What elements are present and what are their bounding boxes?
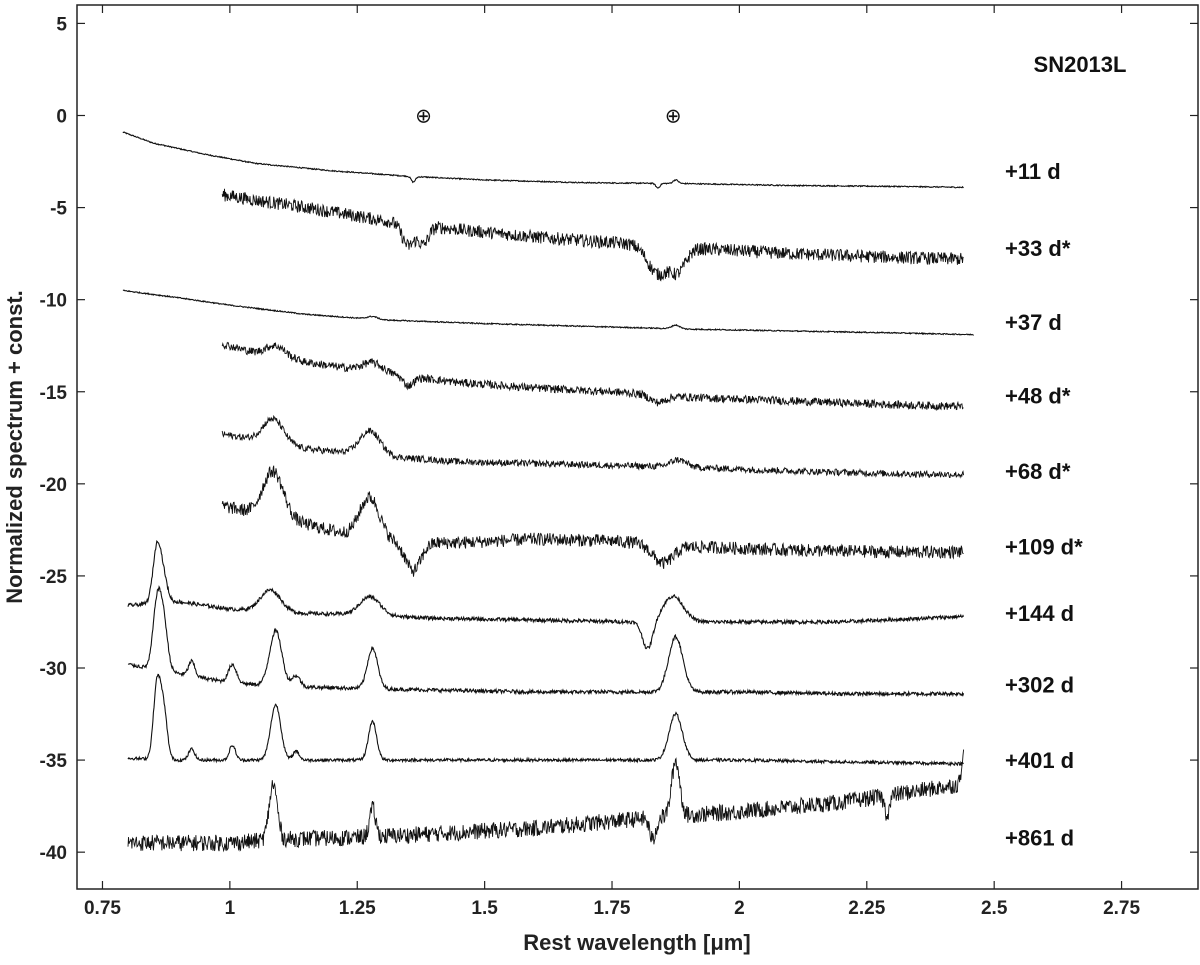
epoch-label: +33 d* bbox=[1005, 236, 1071, 261]
y-tick-label: -25 bbox=[40, 567, 68, 588]
y-tick-label: -5 bbox=[50, 199, 67, 220]
epoch-label: +68 d* bbox=[1005, 459, 1071, 484]
y-tick-label: -10 bbox=[40, 291, 67, 312]
spectrum-series-line bbox=[127, 673, 964, 767]
y-tick-label: -20 bbox=[40, 475, 67, 496]
spectrum-series-line bbox=[127, 539, 965, 650]
x-tick-label: 2.25 bbox=[848, 898, 885, 919]
spectrum-series-line bbox=[122, 289, 974, 336]
epoch-labels: +11 d +33 d* +37 d +48 d* +68 d* +109 d* +144 … bbox=[1005, 159, 1083, 851]
spectrum-series-line bbox=[127, 749, 965, 853]
telluric-marker: ⊕ bbox=[665, 104, 682, 128]
y-tick-label: -15 bbox=[40, 383, 68, 404]
spectrum-series-line bbox=[221, 465, 964, 577]
epoch-label: +109 d* bbox=[1005, 534, 1083, 559]
x-tick-label: 2.75 bbox=[1103, 898, 1140, 919]
telluric-marker: ⊕ bbox=[415, 104, 432, 128]
x-tick-label: 1.5 bbox=[471, 898, 498, 919]
x-tick-label: 1.25 bbox=[339, 898, 376, 919]
spectrum-series-line bbox=[122, 131, 964, 189]
telluric-markers: ⊕ ⊕ bbox=[415, 104, 681, 128]
epoch-label: +48 d* bbox=[1005, 383, 1071, 408]
y-axis: 5 0 -5 -10 -15 -20 -25 -30 -35 -40 bbox=[40, 14, 1198, 864]
x-tick-label: 2 bbox=[734, 898, 745, 919]
y-axis-title: Normalized spectrum + const. bbox=[2, 290, 27, 604]
epoch-label: +302 d bbox=[1005, 673, 1074, 698]
x-tick-label: 1 bbox=[225, 898, 236, 919]
plot-frame bbox=[76, 4, 1199, 890]
chart-title: SN2013L bbox=[1034, 52, 1127, 77]
spectrum-series-line bbox=[221, 341, 964, 411]
y-tick-label: -35 bbox=[40, 751, 68, 772]
x-tick-label: 2.5 bbox=[981, 898, 1008, 919]
spectra-series bbox=[122, 131, 974, 853]
x-axis-title: Rest wavelength [μm] bbox=[523, 930, 750, 955]
y-tick-label: 0 bbox=[56, 107, 67, 128]
epoch-label: +11 d bbox=[1005, 159, 1061, 184]
spectrum-series-line bbox=[127, 585, 965, 698]
spectrum-series-line bbox=[221, 414, 965, 479]
y-tick-label: 5 bbox=[56, 14, 67, 35]
y-tick-label: -40 bbox=[40, 843, 67, 864]
y-tick-label: -30 bbox=[40, 659, 67, 680]
epoch-label: +37 d bbox=[1005, 310, 1062, 335]
x-axis: 0.75 1 1.25 1.5 1.75 2 2.25 2.5 2.75 bbox=[84, 5, 1140, 919]
spectrum-series-line bbox=[221, 188, 964, 282]
epoch-label: +861 d bbox=[1005, 825, 1074, 850]
epoch-label: +144 d bbox=[1005, 601, 1074, 626]
epoch-label: +401 d bbox=[1005, 748, 1074, 773]
x-tick-label: 0.75 bbox=[84, 898, 121, 919]
x-tick-label: 1.75 bbox=[594, 898, 631, 919]
